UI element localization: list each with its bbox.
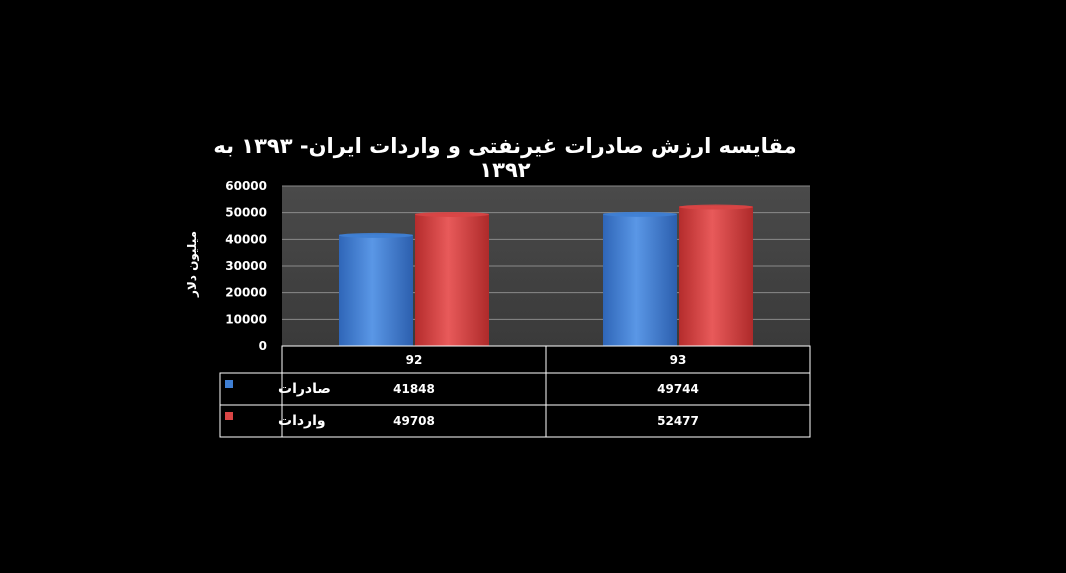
bar: [339, 234, 413, 346]
bar-top: [679, 204, 753, 210]
bar: [603, 213, 677, 346]
chart-title: مقایسه ارزش صادرات غیرنفتی و واردات ایرا…: [213, 134, 797, 182]
data-label: 41848: [393, 382, 435, 396]
legend-label: واردات: [278, 413, 326, 429]
bar: [415, 213, 489, 346]
y-tick-label: 40000: [225, 232, 267, 246]
bar: [679, 206, 753, 346]
legend-swatch: [225, 380, 233, 388]
table-row: [219, 404, 811, 438]
category-label: 93: [670, 353, 687, 367]
category-label: 92: [406, 353, 423, 367]
bar-top: [339, 232, 413, 238]
y-tick-label: 50000: [225, 206, 267, 220]
legend-label: صادرات: [278, 381, 331, 397]
y-tick-label: 0: [259, 339, 267, 353]
data-label: 49744: [657, 382, 699, 396]
legend-swatch: [225, 412, 233, 420]
bar-top: [603, 211, 677, 217]
bar-top: [415, 211, 489, 217]
y-tick-label: 20000: [225, 286, 267, 300]
y-tick-label: 10000: [225, 312, 267, 326]
y-tick-label: 60000: [225, 179, 267, 193]
y-tick-label: 30000: [225, 259, 267, 273]
data-label: 49708: [393, 414, 435, 428]
data-label: 52477: [657, 414, 699, 428]
